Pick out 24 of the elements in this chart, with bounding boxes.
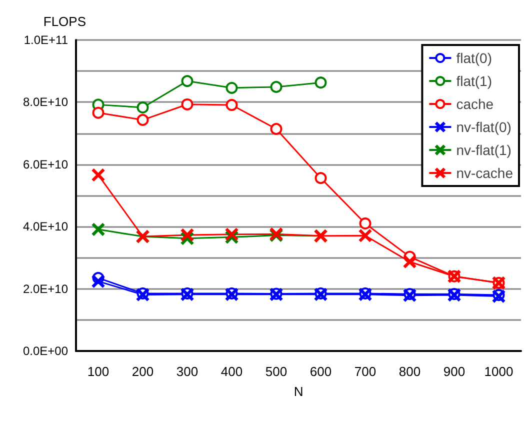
legend-label: nv-flat(0)	[456, 119, 512, 135]
y-tick-label: 0.0E+00	[22, 344, 68, 358]
legend-label: nv-cache	[456, 165, 514, 181]
x-tick-label: 1000	[484, 364, 514, 379]
y-tick-label: 2.0E+10	[22, 282, 68, 296]
legend-label: cache	[456, 96, 494, 112]
x-tick-label: 200	[132, 364, 154, 379]
x-tick-label: 300	[176, 364, 198, 379]
x-tick-label: 400	[220, 364, 243, 379]
y-axis-title: FLOPS	[43, 14, 86, 29]
x-tick-label: 700	[354, 364, 376, 379]
x-tick-label: 900	[443, 364, 466, 379]
y-tick-label: 6.0E+10	[22, 157, 68, 172]
y-tick-label: 8.0E+10	[22, 95, 68, 110]
legend-label: flat(1)	[456, 73, 492, 89]
y-tick-label: 4.0E+10	[22, 220, 68, 234]
legend-label: flat(0)	[456, 50, 492, 66]
x-tick-label: 600	[310, 364, 332, 379]
legend-label: nv-flat(1)	[456, 142, 512, 158]
x-tick-label: 800	[398, 364, 421, 379]
x-tick-label: 100	[87, 364, 110, 379]
x-tick-label: 500	[265, 364, 288, 379]
x-axis-title: N	[294, 384, 304, 399]
y-tick-label: 1.0E+11	[24, 33, 68, 47]
